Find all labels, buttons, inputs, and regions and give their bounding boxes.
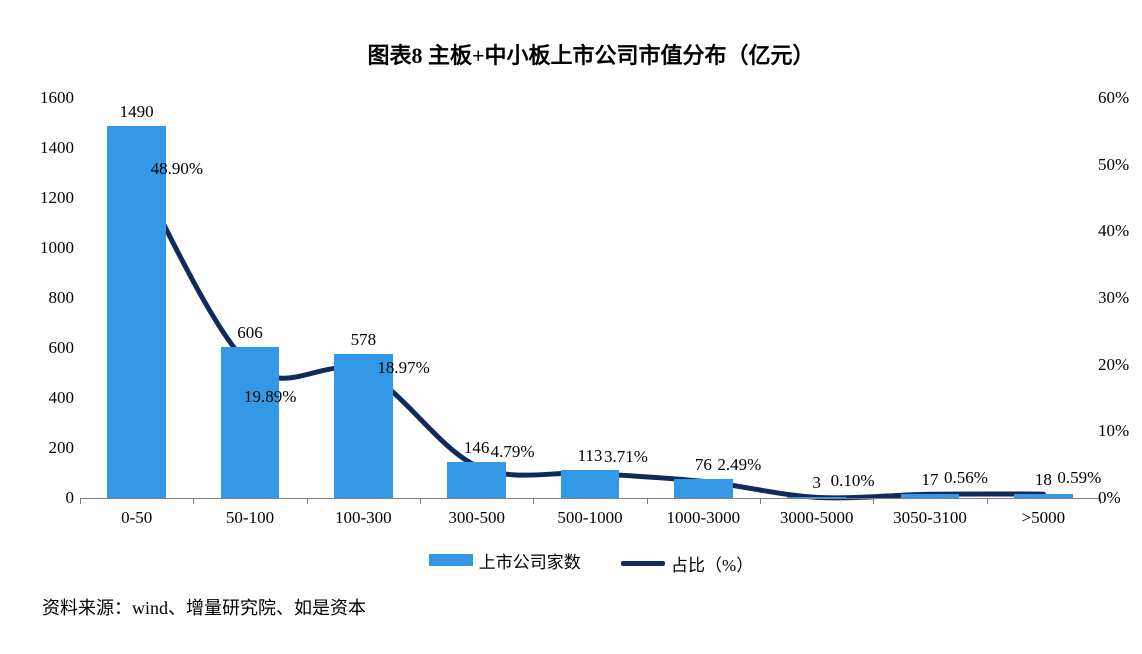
legend-swatch-line: [621, 561, 665, 566]
bar: [221, 347, 280, 499]
line-value-label: 2.49%: [717, 455, 761, 475]
x-category-label: 0-50: [121, 508, 152, 528]
y1-tick-label: 200: [24, 438, 74, 458]
line-value-label: 18.97%: [377, 358, 429, 378]
chart-container: 图表8 主板+中小板上市公司市值分布（亿元） 1490 606 578 146 113 7…: [20, 20, 1142, 634]
x-category-label: 100-300: [335, 508, 392, 528]
bar-value-label: 76: [695, 455, 712, 475]
x-category-label: 1000-3000: [666, 508, 740, 528]
y2-tick-label: 10%: [1098, 421, 1142, 441]
x-tick: [193, 498, 194, 504]
x-category-label: >5000: [1022, 508, 1066, 528]
x-category-label: 50-100: [226, 508, 274, 528]
y1-tick-label: 600: [24, 338, 74, 358]
y2-tick-label: 60%: [1098, 88, 1142, 108]
line-value-label: 19.89%: [244, 387, 296, 407]
x-category-label: 500-1000: [557, 508, 622, 528]
bar-value-label: 578: [351, 330, 377, 350]
x-tick: [760, 498, 761, 504]
y1-tick-label: 1600: [24, 88, 74, 108]
y2-tick-label: 0%: [1098, 488, 1142, 508]
bar: [674, 479, 733, 498]
bar-value-label: 113: [578, 446, 603, 466]
line-value-label: 0.10%: [831, 471, 875, 491]
x-tick: [647, 498, 648, 504]
x-axis-line: [80, 498, 1100, 499]
x-tick: [307, 498, 308, 504]
line-value-label: 0.59%: [1057, 468, 1101, 488]
legend-bar-label: 上市公司家数: [479, 548, 581, 573]
line-value-label: 48.90%: [151, 159, 203, 179]
legend: 上市公司家数 占比（%）: [20, 548, 1142, 577]
legend-swatch-bar: [429, 554, 473, 566]
bar-value-label: 17: [922, 470, 939, 490]
bar: [447, 462, 506, 499]
bar: [107, 126, 166, 499]
bar-value-label: 146: [464, 438, 490, 458]
x-tick: [873, 498, 874, 504]
y1-tick-label: 1400: [24, 138, 74, 158]
y1-tick-label: 1200: [24, 188, 74, 208]
x-tick: [533, 498, 534, 504]
plot-area: 1490 606 578 146 113 76 3 17 18 48.90% 19.89% 18.97…: [80, 98, 1100, 498]
line-value-label: 4.79%: [491, 442, 535, 462]
bar-value-label: 1490: [120, 102, 154, 122]
legend-line-label: 占比（%）: [671, 551, 753, 576]
y2-tick-label: 40%: [1098, 221, 1142, 241]
x-tick: [420, 498, 421, 504]
bar-value-label: 606: [237, 323, 263, 343]
x-tick: [80, 498, 81, 504]
legend-item-bar: 上市公司家数: [429, 548, 581, 573]
legend-item-line: 占比（%）: [621, 551, 753, 576]
line-value-label: 3.71%: [604, 447, 648, 467]
source-text: 资料来源：wind、增量研究院、如是资本: [42, 594, 366, 620]
x-category-label: 3000-5000: [780, 508, 854, 528]
y2-tick-label: 20%: [1098, 355, 1142, 375]
y1-tick-label: 0: [24, 488, 74, 508]
x-category-label: 300-500: [448, 508, 505, 528]
x-category-label: 3050-3100: [893, 508, 967, 528]
y1-tick-label: 1000: [24, 238, 74, 258]
bar: [561, 470, 620, 498]
bar: [1014, 494, 1073, 499]
bar-value-label: 18: [1035, 470, 1052, 490]
chart-title: 图表8 主板+中小板上市公司市值分布（亿元）: [20, 20, 1142, 78]
x-tick: [987, 498, 988, 504]
y2-tick-label: 30%: [1098, 288, 1142, 308]
y2-tick-label: 50%: [1098, 155, 1142, 175]
y1-tick-label: 800: [24, 288, 74, 308]
bar-value-label: 3: [812, 473, 821, 493]
bar: [901, 494, 960, 498]
line-value-label: 0.56%: [944, 468, 988, 488]
bar: [787, 497, 846, 498]
y1-tick-label: 400: [24, 388, 74, 408]
